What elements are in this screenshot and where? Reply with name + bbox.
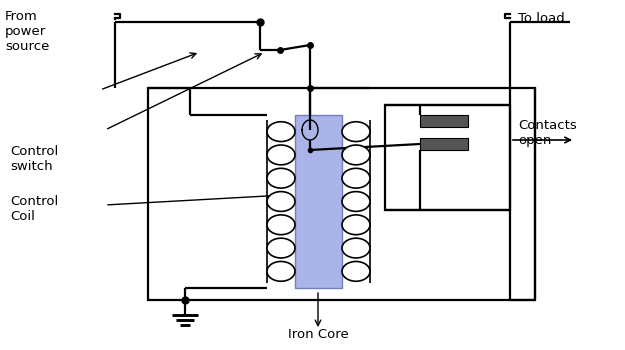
Bar <box>295 115 342 288</box>
Ellipse shape <box>267 168 295 188</box>
Text: Control
Coil: Control Coil <box>10 195 58 223</box>
Ellipse shape <box>342 168 370 188</box>
Ellipse shape <box>267 238 295 258</box>
Ellipse shape <box>267 191 295 211</box>
Bar <box>148 88 535 300</box>
Ellipse shape <box>342 238 370 258</box>
Ellipse shape <box>267 261 295 281</box>
Text: Control
switch: Control switch <box>10 145 58 173</box>
Text: Iron Core: Iron Core <box>288 329 348 342</box>
Ellipse shape <box>267 122 295 141</box>
Ellipse shape <box>342 122 370 141</box>
Ellipse shape <box>267 145 295 165</box>
Text: Contacts
open: Contacts open <box>518 119 577 147</box>
Ellipse shape <box>342 191 370 211</box>
Ellipse shape <box>342 215 370 235</box>
Ellipse shape <box>342 145 370 165</box>
Text: From
power
source: From power source <box>5 10 49 53</box>
Bar <box>420 115 468 127</box>
Ellipse shape <box>342 261 370 281</box>
Text: To load: To load <box>518 12 565 24</box>
Bar <box>420 138 468 150</box>
Ellipse shape <box>267 215 295 235</box>
Bar <box>385 105 510 210</box>
